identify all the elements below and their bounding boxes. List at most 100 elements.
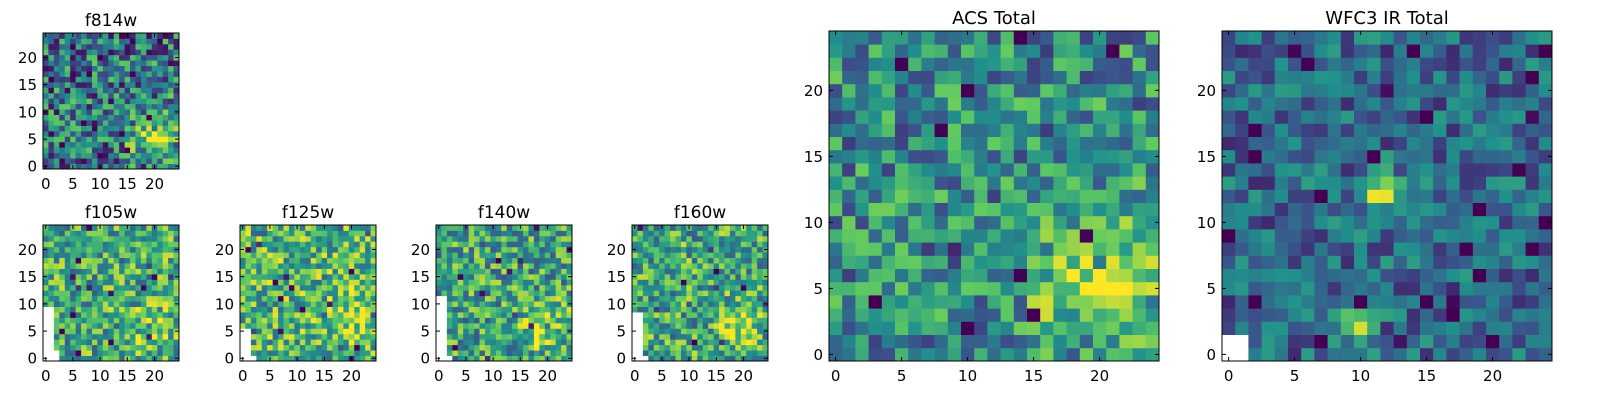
heatmap-cell [735, 344, 742, 351]
heatmap-cell [1486, 176, 1500, 190]
heatmap-cell [1000, 44, 1015, 58]
heatmap-cell [370, 241, 377, 248]
heatmap-cell [81, 333, 87, 340]
heatmap-cell [1486, 149, 1500, 164]
heatmap-cell [86, 98, 93, 105]
heatmap-cell [124, 344, 131, 351]
heatmap-cell [664, 252, 671, 259]
heatmap-cell [1274, 83, 1289, 98]
heatmap-cell [337, 268, 344, 275]
heatmap-cell [921, 176, 935, 190]
heatmap-cell [463, 241, 470, 248]
heatmap-cell [680, 273, 687, 280]
heatmap-cell [102, 87, 109, 94]
heatmap-cell [974, 202, 988, 217]
heatmap-cell [702, 246, 709, 253]
heatmap-cell [140, 76, 147, 83]
heatmap-cell [113, 152, 120, 159]
heatmap-cell [86, 43, 93, 50]
heatmap-cell [1538, 176, 1553, 190]
heatmap-cell [1367, 295, 1381, 309]
heatmap-cell [528, 252, 535, 259]
y-tick-label: 5 [27, 322, 37, 340]
heatmap-cell [735, 246, 742, 253]
heatmap-cell [517, 312, 524, 318]
heatmap-cell [48, 152, 55, 159]
heatmap-cell [653, 263, 660, 269]
heatmap-cell [446, 322, 453, 329]
heatmap-cell [1367, 123, 1381, 137]
heatmap-cell [119, 350, 125, 356]
heatmap-cell [102, 284, 109, 291]
heatmap-cell [484, 350, 491, 356]
heatmap-cell [119, 65, 125, 72]
heatmap-cell [151, 333, 158, 340]
heatmap-cell [59, 43, 66, 50]
heatmap-cell [316, 252, 322, 259]
heatmap-cell [533, 295, 540, 302]
heatmap-cell [294, 312, 301, 318]
heatmap-cell [48, 257, 55, 264]
heatmap-cell [278, 268, 284, 275]
heatmap-cell [1446, 242, 1460, 256]
heatmap-cell [751, 257, 758, 264]
heatmap-cell [1274, 281, 1289, 296]
heatmap-cell [1145, 215, 1160, 230]
heatmap-cell [1354, 176, 1368, 190]
heatmap-cell [561, 273, 567, 280]
heatmap-cell [921, 136, 935, 151]
heatmap-cell [102, 268, 109, 275]
heatmap-cell [468, 241, 475, 248]
heatmap-cell [961, 136, 975, 151]
heatmap-cell [53, 103, 60, 110]
heatmap-cell [256, 355, 263, 362]
heatmap-cell [140, 71, 147, 77]
heatmap-cell [1053, 295, 1067, 309]
heatmap-cell [921, 44, 935, 58]
heatmap-cell [151, 76, 158, 83]
heatmap-cell [53, 98, 60, 105]
heatmap-cell [299, 312, 306, 318]
heatmap-cell [283, 355, 290, 362]
heatmap-cell [457, 355, 464, 362]
heatmap-cell [1119, 242, 1133, 256]
heatmap-cell [321, 252, 328, 259]
x-tick-label: 10 [91, 367, 110, 385]
heatmap-cell [1499, 321, 1513, 335]
heatmap-cell [1053, 308, 1067, 322]
heatmap-cell [561, 317, 567, 324]
heatmap-cell [908, 149, 922, 164]
heatmap-cell [59, 65, 66, 72]
heatmap-cell [974, 110, 988, 124]
heatmap-cell [124, 257, 131, 264]
heatmap-cell [86, 81, 93, 88]
heatmap-cell [1261, 347, 1276, 362]
heatmap-cell [1106, 295, 1120, 309]
heatmap-cell [1222, 295, 1236, 309]
heatmap-cell [130, 333, 136, 340]
heatmap-cell [168, 38, 174, 45]
heatmap-cell [162, 76, 169, 83]
x-tick-label: 20 [1483, 367, 1502, 385]
heatmap-cell [168, 136, 174, 143]
heatmap-cell [310, 312, 317, 318]
heatmap-cell [729, 317, 736, 324]
heatmap-cell [365, 246, 371, 253]
heatmap-cell [495, 235, 502, 242]
heatmap-cell [653, 268, 660, 275]
heatmap-cell [370, 263, 377, 269]
heatmap-cell [1340, 57, 1355, 71]
heatmap-cell [321, 350, 328, 356]
y-tick-label: 15 [18, 268, 37, 286]
heatmap-cell [441, 328, 448, 335]
heatmap-cell [446, 279, 453, 286]
heatmap-cell [670, 252, 676, 259]
heatmap-cell [1314, 163, 1328, 177]
heatmap-cell [452, 355, 459, 362]
heatmap-cell [1274, 110, 1289, 124]
heatmap-cell [151, 49, 158, 56]
heatmap-cell [895, 149, 909, 164]
heatmap-cell [173, 290, 180, 297]
heatmap-cell [934, 321, 949, 335]
heatmap-cell [1106, 347, 1120, 362]
